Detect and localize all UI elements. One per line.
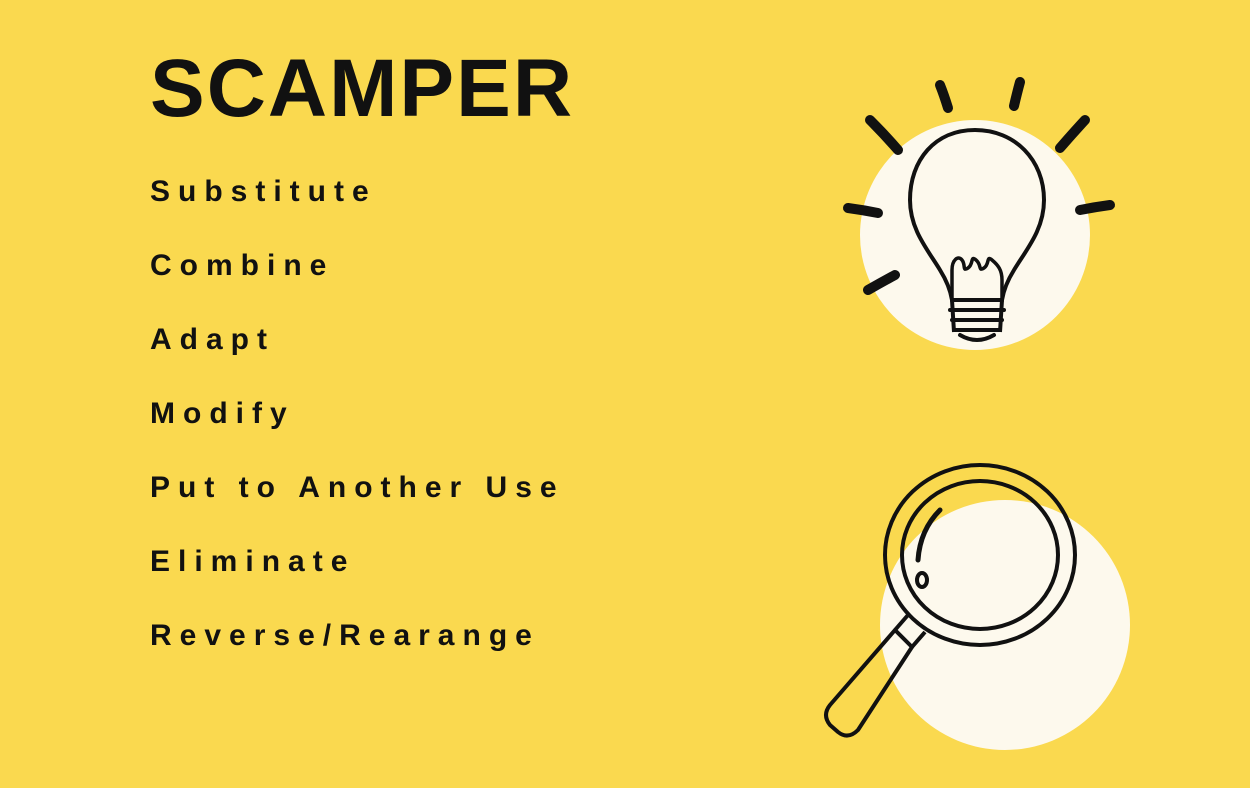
acronym-list: Substitute Combine Adapt Modify Put to A… — [150, 175, 565, 653]
list-item: Put to Another Use — [150, 471, 565, 505]
infographic-container: SCAMPER Substitute Combine Adapt Modify … — [0, 0, 1250, 788]
page-title: SCAMPER — [150, 42, 574, 136]
lightbulb-svg — [810, 60, 1130, 380]
list-item: Combine — [150, 249, 565, 283]
lightbulb-icon — [810, 60, 1130, 380]
list-item: Eliminate — [150, 545, 565, 579]
magnifier-icon — [800, 440, 1140, 780]
list-item: Reverse/Rearange — [150, 619, 565, 653]
magnifier-svg — [800, 440, 1140, 780]
list-item: Modify — [150, 397, 565, 431]
list-item: Substitute — [150, 175, 565, 209]
list-item: Adapt — [150, 323, 565, 357]
